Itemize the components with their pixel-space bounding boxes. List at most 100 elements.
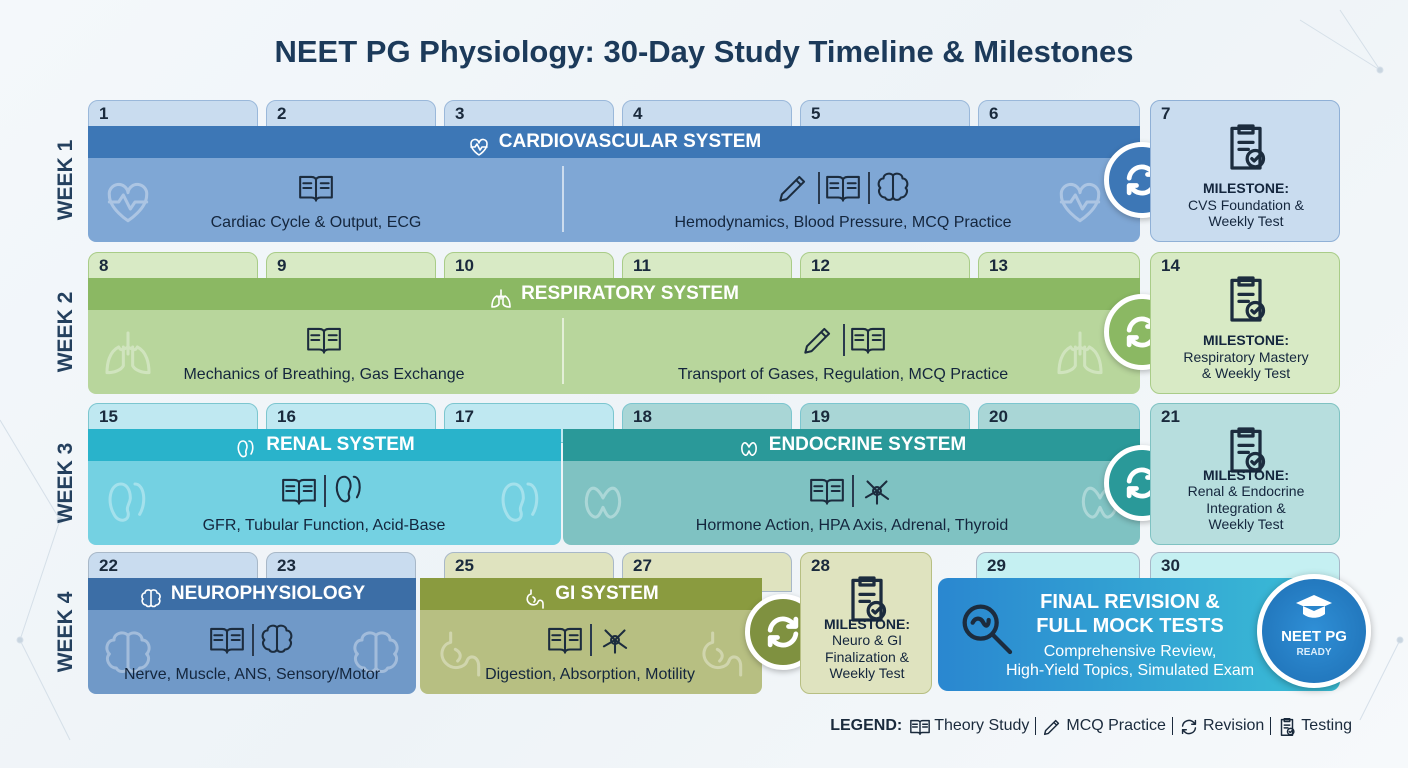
day-number: 11 — [633, 256, 651, 275]
milestone-text: & Weekly Test — [1201, 365, 1291, 381]
day-number: 20 — [989, 407, 1008, 426]
milestone-text: CVS Foundation & — [1188, 196, 1304, 213]
icon-pencil — [1041, 716, 1063, 738]
icon-graphic — [1081, 486, 1119, 519]
graduation-cap — [1296, 595, 1332, 618]
legend-label: LEGEND: — [830, 717, 903, 734]
icon-graphic — [851, 576, 887, 622]
legend-item: Theory Study — [908, 716, 1029, 738]
icon-book — [305, 321, 343, 359]
topic-text: Cardiac Cycle & Output, ECG — [210, 214, 422, 231]
icon-separator — [852, 475, 854, 507]
system-block: RESPIRATORY SYSTEM Mechanics of Breathing… — [88, 278, 1140, 394]
icon-graphic — [335, 475, 361, 503]
week-label: WEEK 3 — [54, 442, 77, 524]
icon-graphic — [440, 631, 481, 677]
milestone-text: Respiratory Mastery — [1183, 348, 1309, 365]
icon-brain — [100, 626, 156, 682]
system-name: RESPIRATORY SYSTEM — [489, 283, 739, 308]
icon-kidney — [100, 477, 156, 533]
icon-graphic — [548, 627, 582, 654]
topic-text: GFR, Tubular Function, Acid-Base — [202, 517, 446, 534]
icon-lungs — [489, 287, 513, 311]
icon-graphic — [1057, 331, 1103, 375]
icon-cycle — [1178, 716, 1200, 738]
icon-gut — [432, 626, 488, 682]
icon-book — [909, 716, 931, 738]
day-number: 7 — [1161, 104, 1171, 123]
icon-gland — [737, 438, 761, 462]
icon-book — [808, 472, 846, 510]
icon-graphic — [602, 629, 628, 654]
icon-kidney — [330, 472, 368, 510]
day-number: 27 — [633, 556, 652, 575]
legend-item: Revision — [1171, 716, 1264, 738]
icon-graphic — [1230, 427, 1266, 473]
milestone-text: Finalization & — [824, 648, 910, 665]
icon-graphic — [767, 616, 799, 648]
icon-graphic — [1044, 719, 1060, 736]
icon-graphic — [108, 482, 146, 522]
badge-text: READY — [1296, 646, 1332, 658]
icon-graphic — [864, 480, 890, 505]
milestone-text: MILESTONE: — [1202, 332, 1290, 348]
icon-graphic — [469, 138, 488, 156]
icon-cycle — [761, 610, 805, 654]
icon-graphic — [1059, 182, 1101, 223]
system-name: ENDOCRINE SYSTEM — [737, 434, 966, 456]
day-number: 25 — [455, 556, 474, 575]
topic-text: Nerve, Muscle, ANS, Sensory/Motor — [123, 666, 381, 683]
icon-separator — [818, 172, 820, 204]
system-block: RENAL SYSTEM GFR, Tubular Function, Acid-… — [88, 429, 561, 545]
page-title: NEET PG Physiology: 30-Day Study Timelin… — [274, 34, 1134, 69]
day-number: 6 — [989, 104, 999, 123]
day-number: 12 — [811, 256, 830, 275]
system-block: ENDOCRINE SYSTEM Hormone Action, HPA Axis… — [563, 429, 1140, 545]
day-number: 19 — [811, 407, 830, 426]
icon-graphic — [1230, 124, 1266, 170]
icon-clip — [1218, 119, 1274, 175]
day-number: 22 — [99, 556, 118, 575]
icon-lungs — [1052, 326, 1108, 382]
icon-pencil — [799, 321, 837, 359]
icon-book — [824, 169, 862, 207]
day-number: 29 — [987, 556, 1006, 575]
icon-graphic — [851, 327, 885, 354]
icon-clip — [1276, 716, 1298, 738]
icon-brain — [874, 169, 912, 207]
icon-book — [849, 321, 887, 359]
system-banner: ENDOCRINE SYSTEM — [563, 429, 1140, 461]
system-banner: CARDIOVASCULAR SYSTEM — [88, 126, 1140, 158]
milestone-text: MILESTONE: — [1202, 466, 1290, 483]
icon-clip — [1218, 271, 1274, 327]
icon-brain — [139, 587, 163, 611]
icon-brain — [258, 621, 296, 659]
day-number: 16 — [277, 407, 296, 426]
milestone-text: Integration & — [1206, 499, 1286, 516]
badge-text: NEET PG — [1281, 627, 1347, 645]
icon-gut — [694, 626, 750, 682]
icon-separator — [252, 624, 254, 656]
icon-book — [297, 169, 335, 207]
day-number: 10 — [455, 256, 474, 275]
system-banner: NEUROPHYSIOLOGY — [88, 578, 416, 610]
milestone-box: 7 MILESTONE: CVS Foundation & Weekly Test — [1150, 100, 1340, 242]
ready-badge: NEET PG READY — [1257, 574, 1371, 688]
system-block: GI SYSTEM Digestion, Absorption, Motility — [420, 578, 762, 694]
legend-item: Testing — [1270, 716, 1352, 738]
milestone-text: Renal & Endocrine — [1187, 483, 1305, 499]
final-title: FINAL REVISION & — [1040, 590, 1220, 613]
icon-graphic — [702, 631, 743, 677]
milestone-box: 14 MILESTONE: Respiratory Mastery & Weekly … — [1150, 252, 1340, 394]
icon-graphic — [810, 478, 844, 505]
icon-gland — [575, 477, 631, 533]
icon-kidney — [493, 477, 549, 533]
icon-lungs — [100, 326, 156, 382]
day-number: 5 — [811, 104, 821, 123]
icon-book — [208, 621, 246, 659]
icon-graphic — [804, 327, 831, 354]
icon-gut — [523, 587, 547, 611]
day-number: 18 — [633, 407, 652, 426]
topic-text: Transport of Gases, Regulation, MCQ Prac… — [677, 366, 1009, 383]
